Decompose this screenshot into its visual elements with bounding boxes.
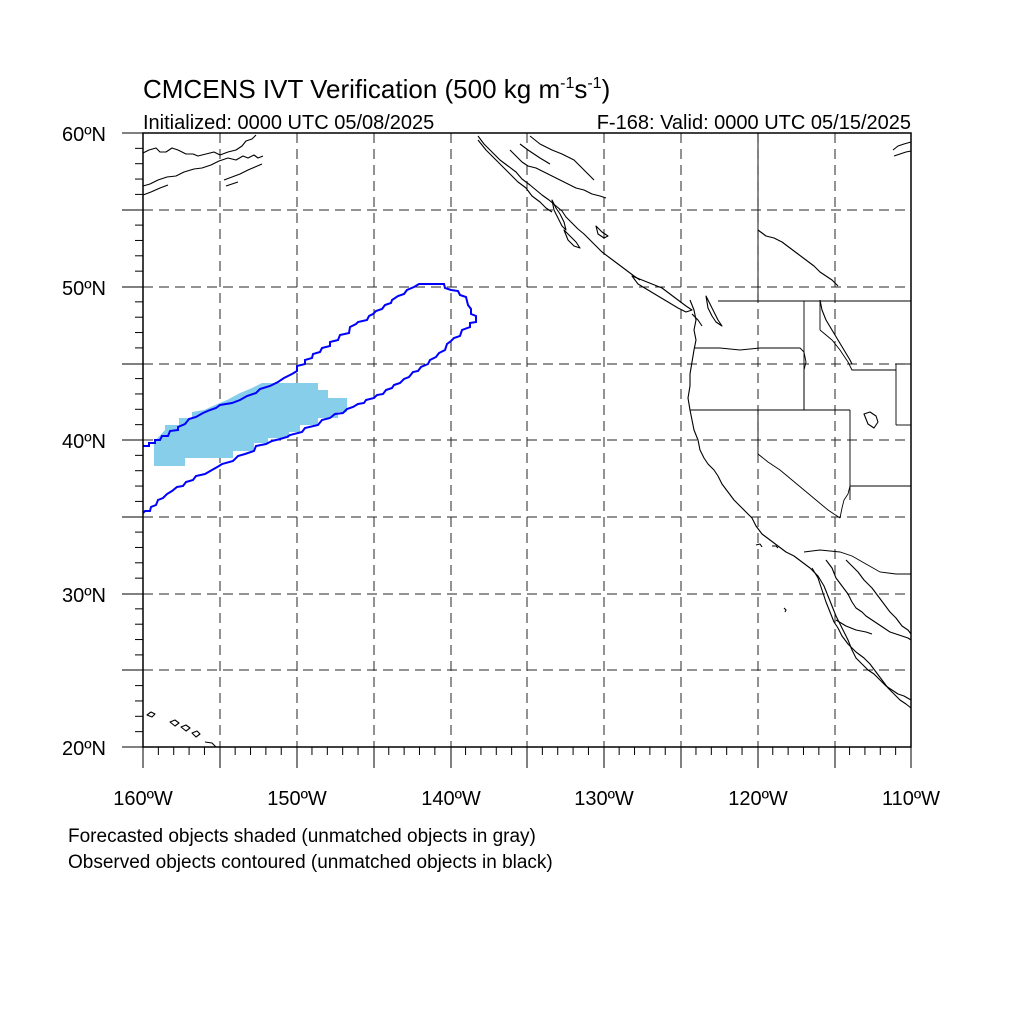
lon-label-160w: 160ºW	[113, 788, 173, 810]
init-time-label: Initialized: 0000 UTC 05/08/2025	[143, 112, 434, 134]
map-tickmarks	[122, 132, 912, 768]
forecast-object-shading	[154, 383, 347, 466]
valid-time-label: F-168: Valid: 0000 UTC 05/15/2025	[597, 112, 911, 134]
map-panel	[122, 132, 912, 768]
legend-forecast-note: Forecasted objects shaded (unmatched obj…	[68, 826, 536, 847]
map-minor-tickmarks	[135, 147, 897, 755]
lat-tick-labels: 60ºN 50ºN 40ºN 30ºN 20ºN	[62, 124, 106, 760]
lon-label-140w: 140ºW	[421, 788, 481, 810]
observed-object-contour	[142, 283, 477, 514]
lat-label-60n: 60ºN	[62, 124, 106, 146]
legend-observed-note: Observed objects contoured (unmatched ob…	[68, 852, 553, 873]
political-borders	[690, 133, 911, 575]
figure-title: CMCENS IVT Verification (500 kg m-1s-1)	[143, 74, 610, 104]
lat-label-20n: 20ºN	[62, 738, 106, 760]
lon-label-150w: 150ºW	[267, 788, 327, 810]
lon-tick-labels: 160ºW 150ºW 140ºW 130ºW 120ºW 110ºW	[113, 788, 940, 810]
lat-label-30n: 30ºN	[62, 585, 106, 607]
coastlines	[142, 134, 912, 748]
lon-label-130w: 130ºW	[574, 788, 634, 810]
lat-label-40n: 40ºN	[62, 431, 106, 453]
lon-label-120w: 120ºW	[728, 788, 788, 810]
lon-label-110w: 110ºW	[882, 788, 940, 810]
lat-label-50n: 50ºN	[62, 278, 106, 300]
